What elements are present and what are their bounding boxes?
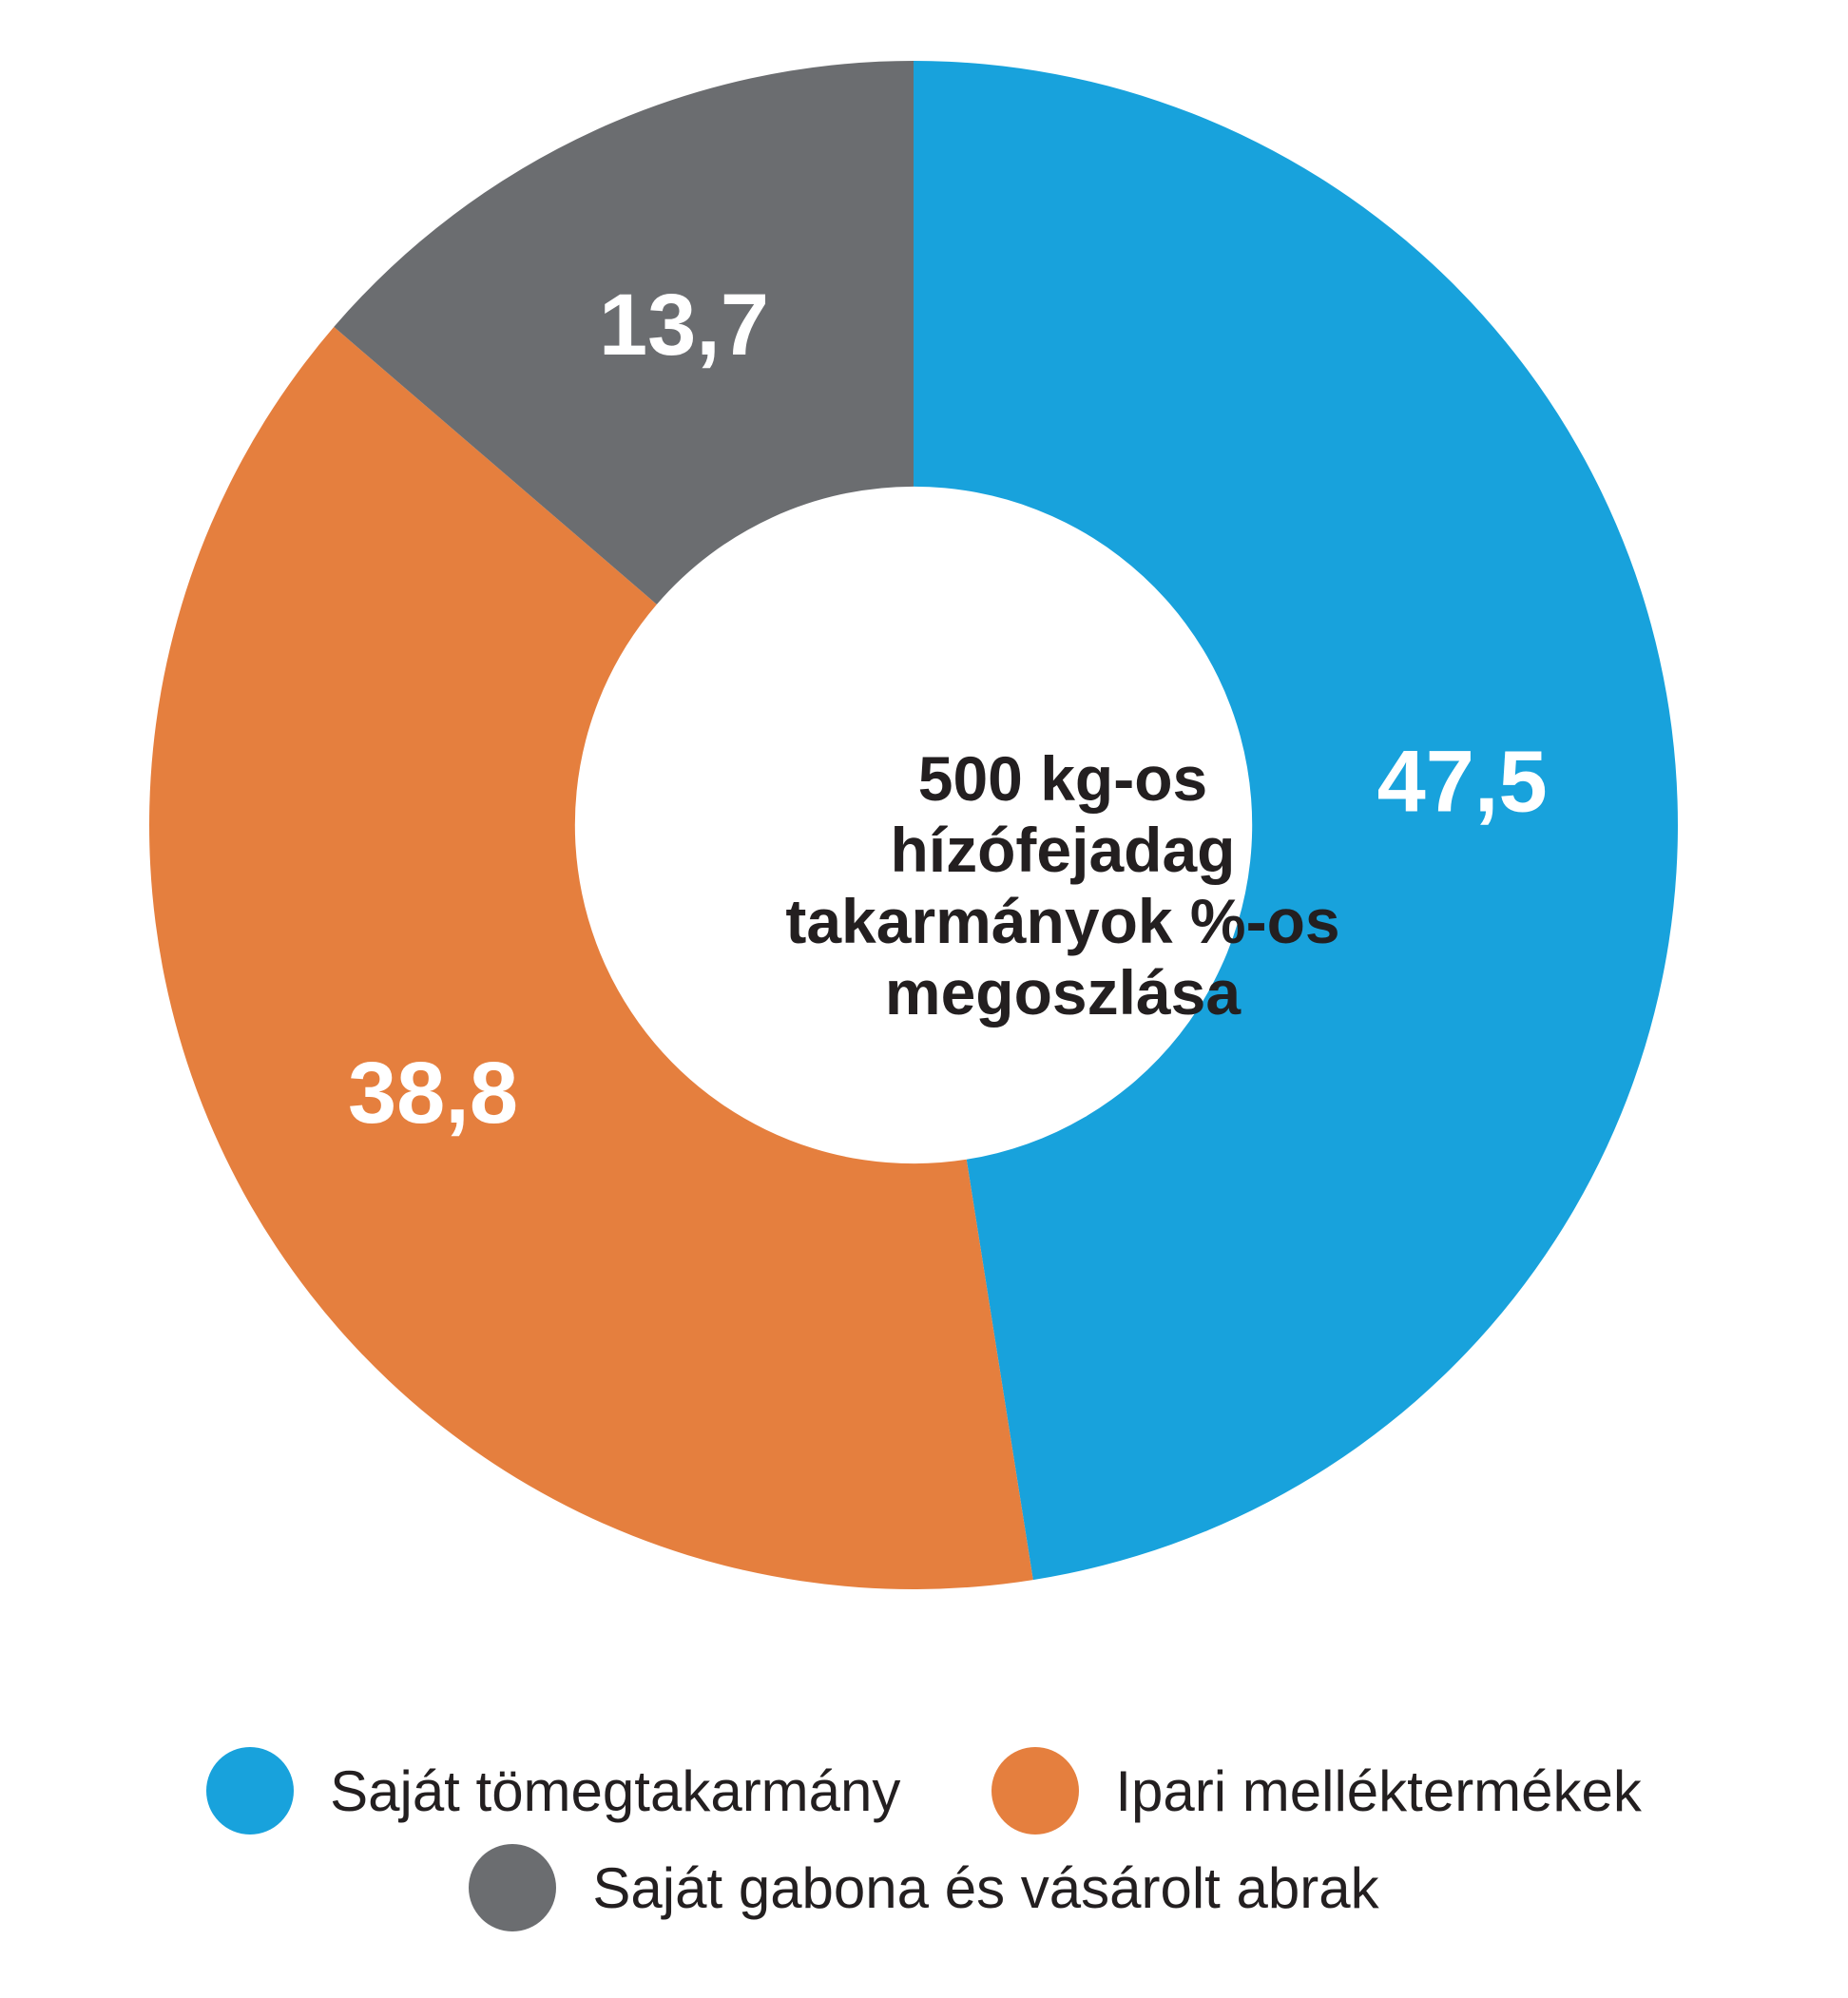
legend-row-2: Saját gabona és vásárolt abrak bbox=[0, 1844, 1848, 1931]
slice-value-label-0: 47,5 bbox=[1377, 734, 1548, 831]
donut-slice-2 bbox=[334, 61, 914, 605]
donut-slice-1 bbox=[149, 326, 1033, 1589]
legend-dot-gray-icon bbox=[469, 1844, 557, 1931]
slice-value-label-2: 13,7 bbox=[599, 277, 769, 374]
donut-chart-svg: 47,5 38,8 13,7 bbox=[149, 61, 1678, 1589]
legend-dot-orange-icon bbox=[991, 1747, 1080, 1835]
legend-item-ipari-mellektermekek: Ipari melléktermékek bbox=[991, 1747, 1642, 1835]
legend-dot-blue-icon bbox=[206, 1747, 295, 1835]
legend-item-sajat-gabona: Saját gabona és vásárolt abrak bbox=[469, 1844, 1379, 1931]
chart-legend: Saját tömegtakarmány Ipari mellékterméke… bbox=[0, 1747, 1848, 1931]
donut-slice-0 bbox=[914, 61, 1678, 1581]
legend-row-1: Saját tömegtakarmány Ipari mellékterméke… bbox=[0, 1747, 1848, 1835]
legend-item-sajat-tomegtakarmany: Saját tömegtakarmány bbox=[206, 1747, 900, 1835]
legend-label: Saját gabona és vásárolt abrak bbox=[592, 1855, 1379, 1920]
slice-value-label-1: 38,8 bbox=[348, 1045, 518, 1142]
legend-label: Ipari melléktermékek bbox=[1115, 1758, 1642, 1823]
legend-label: Saját tömegtakarmány bbox=[330, 1758, 901, 1823]
donut-chart: 47,5 38,8 13,7 500 kg-os hízófejadag takar… bbox=[149, 61, 1678, 1589]
chart-center-title: 500 kg-os hízófejadag takarmányok %-os m… bbox=[785, 742, 1340, 1028]
